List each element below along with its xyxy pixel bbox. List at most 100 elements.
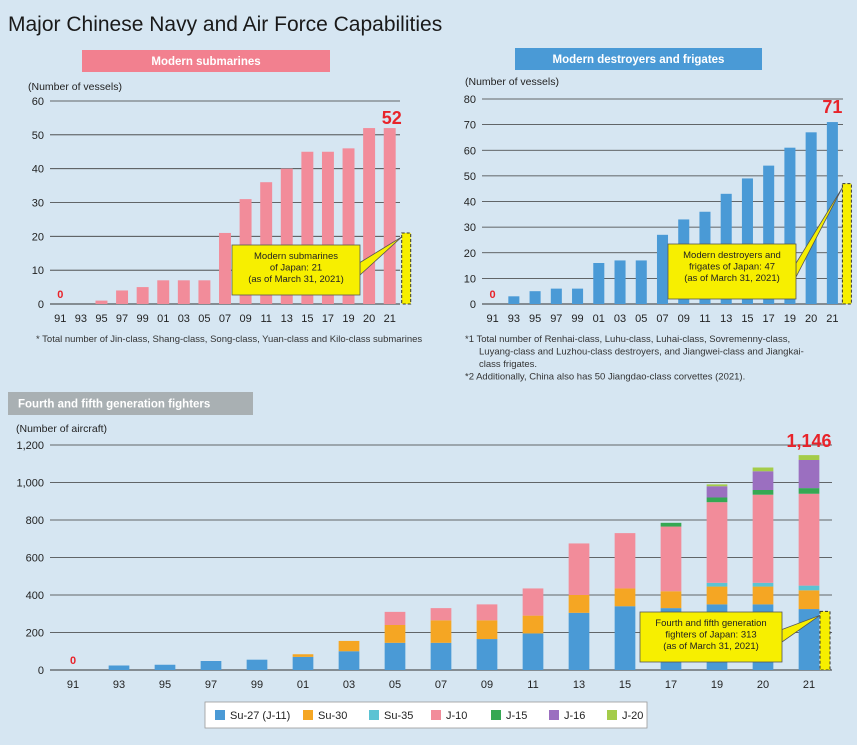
- chart-title-banner: [8, 392, 253, 415]
- bar: [656, 234, 669, 304]
- bar-segment-su-27-j-11: [430, 642, 452, 670]
- chart-title-banner: [515, 48, 762, 70]
- bar-segment-su-27-j-11: [384, 642, 406, 670]
- bar: [805, 132, 817, 304]
- bar-segment-su-30: [614, 588, 636, 607]
- y-tick-label: 10: [464, 273, 476, 285]
- y-tick-label: 50: [32, 130, 44, 142]
- bar: [383, 128, 396, 304]
- bar-segment-su-35: [798, 585, 820, 591]
- bar-segment-su-30: [476, 620, 498, 640]
- x-tick-label: 11: [527, 679, 538, 691]
- x-tick-label: 20: [363, 313, 375, 325]
- x-tick-label: 20: [805, 313, 817, 325]
- y-tick-label: 60: [32, 96, 44, 108]
- bar: [784, 147, 796, 304]
- y-tick-label: 70: [464, 120, 476, 132]
- japan-callout-line: (as of March 31, 2021): [663, 641, 759, 652]
- bar-segment-j-10: [752, 494, 774, 583]
- chart-note: *1 Total number of Renhai-class, Luhu-cl…: [465, 334, 790, 345]
- x-tick-label: 91: [67, 679, 79, 691]
- japan-comparison-bar: [819, 610, 831, 671]
- chart-title: Modern destroyers and frigates: [553, 54, 725, 66]
- bar-segment-su-30: [706, 586, 728, 605]
- japan-callout-line: Fourth and fifth generation: [655, 618, 766, 629]
- bar-segment-j-16: [798, 460, 820, 489]
- y-axis-label: (Number of vessels): [465, 76, 559, 88]
- bar-segment-su-27-j-11: [522, 633, 544, 670]
- bar-segment-j-15: [660, 522, 682, 527]
- x-tick-label: 09: [481, 679, 493, 691]
- japan-callout-text: Modern submarines of Japan: 21 (as of Marc…: [248, 251, 344, 285]
- x-tick-label: 91: [54, 313, 66, 325]
- bar: [260, 182, 273, 304]
- chart-title: Fourth and fifth generation fighters: [18, 399, 210, 411]
- x-tick-label: 05: [389, 679, 401, 691]
- x-tick-label: 95: [159, 679, 171, 691]
- bar: [219, 232, 231, 304]
- y-tick-label: 600: [26, 553, 44, 565]
- legend-swatch: [303, 710, 313, 720]
- legend-swatch: [431, 710, 441, 720]
- japan-callout-line: frigates of Japan: 47: [689, 262, 775, 273]
- bar-segment-su-30: [798, 590, 820, 610]
- x-tick-label: 03: [178, 313, 190, 325]
- x-tick-label: 09: [239, 313, 251, 325]
- legend-swatch: [369, 710, 379, 720]
- japan-comparison-bar: [841, 183, 852, 305]
- bar-segment-su-35: [752, 582, 774, 587]
- legend-swatch: [607, 710, 617, 720]
- y-tick-label: 50: [464, 171, 476, 183]
- x-tick-label: 01: [593, 313, 605, 325]
- legend-label: J-16: [564, 710, 585, 722]
- bar: [763, 165, 775, 304]
- y-tick-label: 30: [32, 198, 44, 210]
- y-axis-label: (Number of aircraft): [16, 423, 107, 435]
- bar: [614, 260, 626, 304]
- bar-segment-su-27-j-11: [246, 659, 268, 670]
- x-tick-label: 97: [205, 679, 217, 691]
- bar-segment-j-10: [568, 543, 590, 595]
- x-tick-label: 01: [157, 313, 169, 325]
- peak-value-label: 52: [382, 108, 402, 128]
- y-tick-label: 80: [464, 94, 476, 106]
- bar: [572, 288, 584, 304]
- x-tick-label: 17: [763, 313, 775, 325]
- bar-segment-j-10: [614, 533, 636, 589]
- japan-callout-box: [639, 611, 783, 663]
- chart-title-banner: [82, 50, 330, 72]
- x-tick-label: 21: [826, 313, 838, 325]
- x-tick-label: 21: [384, 313, 396, 325]
- japan-comparison-bar: [401, 232, 412, 305]
- legend-swatch: [215, 710, 225, 720]
- bar: [157, 280, 170, 304]
- chart-title: Modern submarines: [151, 56, 260, 68]
- bar: [198, 280, 211, 304]
- bar: [635, 260, 647, 304]
- peak-value-label: 71: [822, 97, 842, 117]
- x-tick-label: 19: [342, 313, 354, 325]
- bar-segment-j-10: [706, 502, 728, 583]
- bar-segment-su-30: [660, 591, 682, 609]
- zero-value-label: 0: [57, 289, 63, 301]
- x-tick-label: 95: [529, 313, 541, 325]
- bar-segment-su-30: [430, 620, 452, 643]
- x-tick-label: 11: [699, 313, 710, 325]
- japan-callout-text: Fourth and fifth generation fighters of J…: [655, 618, 766, 652]
- x-tick-label: 07: [219, 313, 231, 325]
- bar-segment-su-27-j-11: [568, 612, 590, 670]
- bar-segment-su-30: [568, 595, 590, 613]
- x-tick-label: 15: [741, 313, 753, 325]
- legend-label: Su-35: [384, 710, 413, 722]
- y-tick-label: 40: [32, 164, 44, 176]
- y-tick-label: 10: [32, 265, 44, 277]
- legend-swatch: [549, 710, 559, 720]
- x-tick-label: 01: [297, 679, 309, 691]
- bar-segment-su-27-j-11: [614, 606, 636, 670]
- bar: [741, 178, 753, 304]
- y-tick-label: 400: [26, 590, 44, 602]
- bar: [342, 148, 355, 304]
- y-tick-label: 1,200: [16, 440, 44, 452]
- submarines-chart: Modern submarines(Number of vessels)0102…: [28, 50, 422, 345]
- bar: [301, 151, 314, 304]
